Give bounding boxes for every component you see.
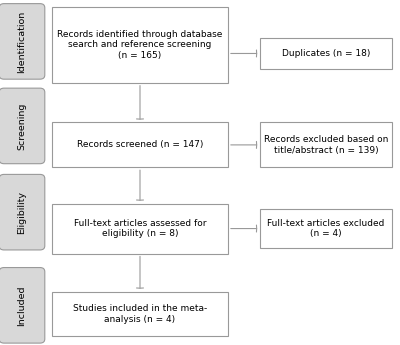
Text: Duplicates (n = 18): Duplicates (n = 18) <box>282 49 370 58</box>
FancyBboxPatch shape <box>52 204 228 254</box>
Text: Included: Included <box>18 285 26 326</box>
FancyBboxPatch shape <box>0 88 45 164</box>
FancyBboxPatch shape <box>52 7 228 83</box>
FancyBboxPatch shape <box>260 38 392 69</box>
Text: Records screened (n = 147): Records screened (n = 147) <box>77 140 203 149</box>
FancyBboxPatch shape <box>52 292 228 336</box>
FancyBboxPatch shape <box>52 122 228 167</box>
Text: Records identified through database
search and reference screening
(n = 165): Records identified through database sear… <box>57 30 223 60</box>
Text: Identification: Identification <box>18 10 26 72</box>
Text: Screening: Screening <box>18 102 26 150</box>
Text: Full-text articles assessed for
eligibility (n = 8): Full-text articles assessed for eligibil… <box>74 219 206 238</box>
FancyBboxPatch shape <box>0 3 45 79</box>
FancyBboxPatch shape <box>0 268 45 343</box>
Text: Studies included in the meta-
analysis (n = 4): Studies included in the meta- analysis (… <box>73 304 207 324</box>
FancyBboxPatch shape <box>260 209 392 248</box>
Text: Eligibility: Eligibility <box>18 191 26 234</box>
FancyBboxPatch shape <box>0 175 45 250</box>
Text: Records excluded based on
title/abstract (n = 139): Records excluded based on title/abstract… <box>264 135 388 155</box>
Text: Full-text articles excluded
(n = 4): Full-text articles excluded (n = 4) <box>267 219 385 238</box>
FancyBboxPatch shape <box>260 122 392 167</box>
